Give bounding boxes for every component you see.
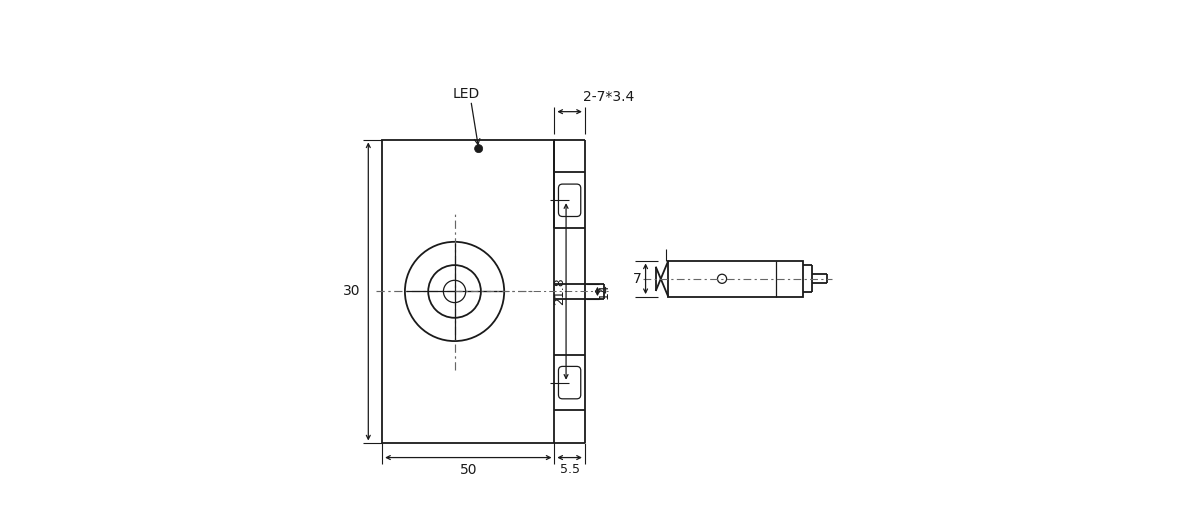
Text: 30: 30 <box>343 285 360 298</box>
Text: 2-7*3.4: 2-7*3.4 <box>583 91 635 104</box>
Text: 21.8: 21.8 <box>553 278 566 305</box>
Text: 7: 7 <box>634 272 642 286</box>
Text: 14: 14 <box>598 284 611 300</box>
Text: 5.5: 5.5 <box>559 463 580 476</box>
Text: LED: LED <box>452 87 480 101</box>
Circle shape <box>475 144 482 153</box>
Text: 50: 50 <box>460 463 478 477</box>
